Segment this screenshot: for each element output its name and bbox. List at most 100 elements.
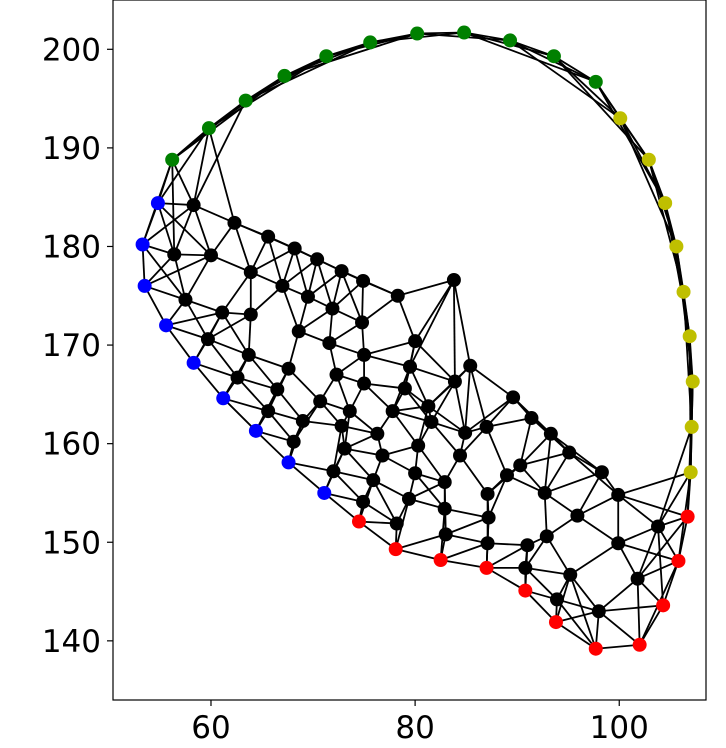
data-point	[366, 473, 381, 488]
data-point	[480, 536, 495, 551]
mesh-edge	[307, 270, 343, 298]
mesh-edge	[576, 471, 603, 517]
data-point	[680, 509, 695, 524]
data-point	[548, 615, 563, 630]
x-tick-label: 100	[590, 710, 649, 746]
data-point	[479, 419, 494, 434]
mesh-edge	[193, 361, 238, 379]
data-point	[326, 464, 341, 479]
mesh-edge	[509, 39, 621, 120]
data-point	[683, 465, 698, 480]
mesh-edge	[576, 494, 619, 517]
mesh-edge	[617, 494, 659, 528]
mesh-edge	[207, 313, 252, 340]
data-point	[357, 347, 372, 362]
mesh-edge	[409, 366, 430, 407]
mesh-edge	[192, 204, 212, 256]
mesh-edge	[361, 295, 399, 324]
mesh-edge	[487, 474, 508, 518]
data-point	[669, 239, 684, 254]
data-point	[424, 414, 439, 429]
data-point	[215, 305, 230, 320]
data-point	[651, 519, 666, 534]
data-point	[437, 475, 452, 490]
mesh-edge	[555, 621, 597, 650]
data-point	[186, 198, 201, 213]
x-tick-label: 80	[395, 710, 434, 746]
mesh-edge	[617, 525, 659, 545]
mesh-edge	[556, 598, 597, 650]
mesh-edge	[427, 405, 466, 434]
mesh-edge	[617, 471, 691, 496]
mesh-edge	[395, 533, 446, 551]
data-point	[632, 637, 647, 652]
y-tick-label: 140	[42, 624, 101, 660]
data-point	[227, 215, 242, 230]
mesh-edge	[486, 417, 532, 428]
data-point	[518, 560, 533, 575]
data-point	[513, 458, 528, 473]
mesh-edge	[293, 248, 309, 297]
data-point	[230, 370, 245, 385]
mesh-edge	[397, 279, 455, 297]
mesh-edge	[165, 311, 223, 327]
data-point	[421, 399, 436, 414]
mesh-edge	[445, 533, 488, 545]
mesh-edge	[619, 117, 650, 161]
mesh-edge	[598, 578, 639, 612]
data-point	[546, 49, 561, 64]
mesh-edge	[250, 247, 296, 273]
data-point	[401, 491, 416, 506]
mesh-edge	[207, 338, 250, 356]
data-point	[457, 25, 472, 40]
mesh-edge	[341, 270, 399, 297]
mesh-edge	[464, 365, 472, 433]
data-point	[562, 445, 577, 460]
mesh-edge	[486, 567, 526, 592]
data-point	[676, 284, 691, 299]
mesh-edge	[142, 204, 195, 246]
mesh-edge	[469, 365, 488, 428]
data-point	[524, 411, 539, 426]
mesh-edge	[143, 253, 175, 287]
mesh-edge	[287, 368, 321, 402]
mesh-edge	[281, 285, 300, 332]
y-tick-label: 160	[42, 427, 101, 463]
mesh-edge	[141, 243, 187, 301]
data-point	[310, 252, 325, 267]
mesh-edge	[250, 285, 284, 316]
mesh-edge	[340, 270, 363, 323]
mesh-edge	[414, 340, 456, 383]
mesh-edge	[576, 514, 619, 544]
data-point	[549, 592, 564, 607]
y-tick-label: 200	[42, 32, 101, 68]
mesh-edge	[430, 421, 461, 457]
data-point	[390, 288, 405, 303]
mesh-edge	[619, 117, 678, 247]
data-point	[537, 485, 552, 500]
mesh-edge	[221, 312, 250, 356]
mesh-edge	[485, 426, 508, 476]
mesh-edge	[323, 492, 360, 523]
mesh-edge	[208, 55, 327, 129]
mesh-edge	[546, 535, 572, 576]
data-point	[588, 74, 603, 89]
data-point	[281, 455, 296, 470]
mesh-edge	[173, 204, 195, 255]
data-point	[186, 355, 201, 370]
data-point	[463, 358, 478, 373]
mesh-edge	[569, 574, 600, 612]
data-point	[563, 567, 578, 582]
data-point	[150, 196, 165, 211]
mesh-edge	[440, 559, 487, 569]
data-point	[389, 516, 404, 531]
mesh-edge	[395, 548, 441, 561]
mesh-edge	[358, 520, 397, 550]
mesh-edge	[617, 494, 688, 518]
mesh-edge	[281, 258, 318, 287]
data-point	[363, 35, 378, 50]
mesh-edge	[207, 338, 239, 379]
data-point	[167, 247, 182, 262]
mesh-edge	[524, 567, 558, 601]
